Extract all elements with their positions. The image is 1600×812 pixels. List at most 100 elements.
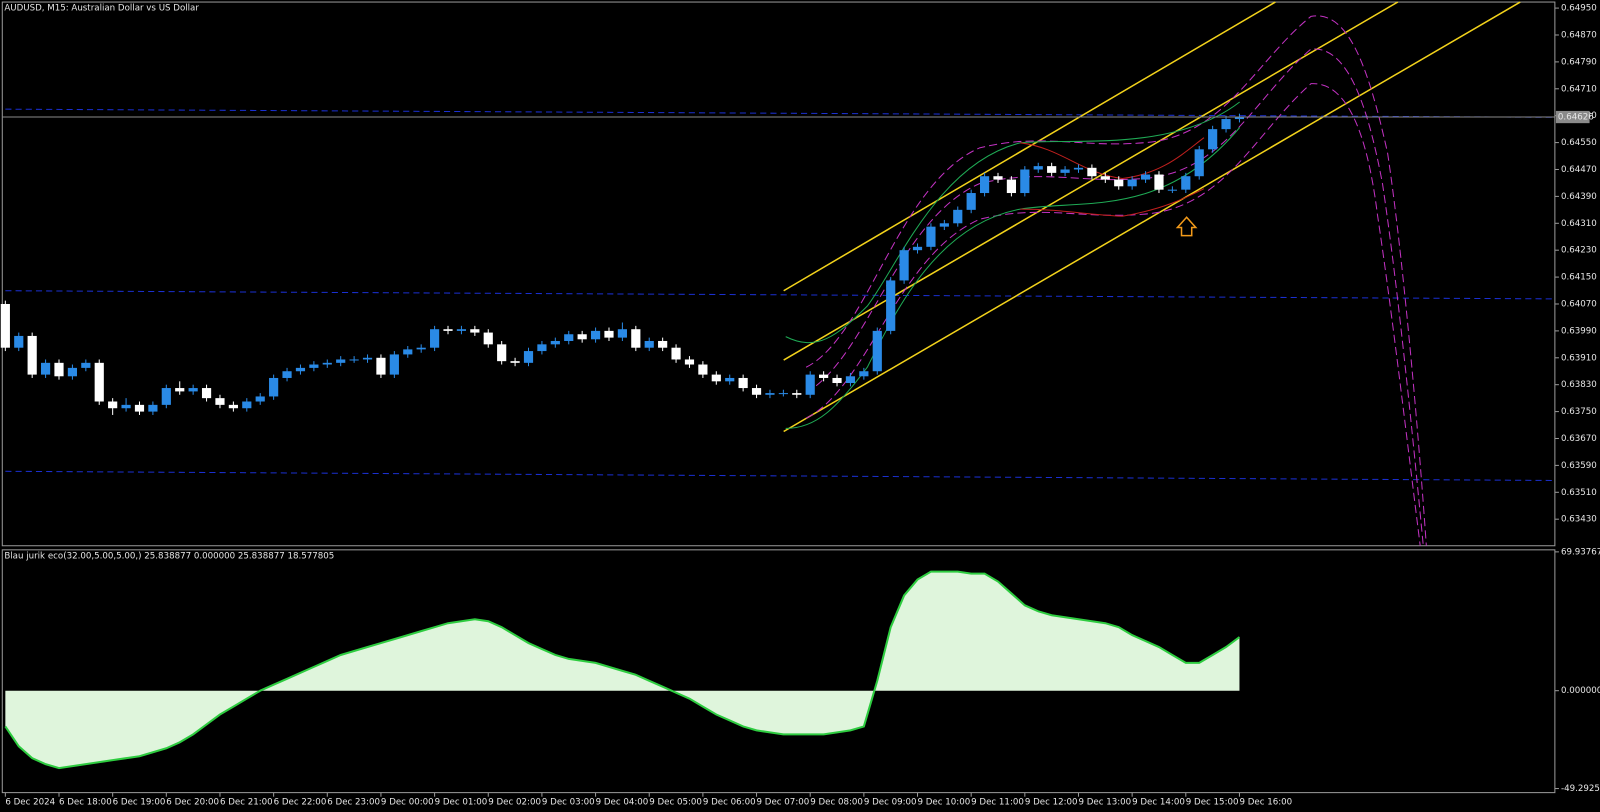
candle-body (40, 362, 51, 375)
y-tick-label: 0.64550 (1561, 138, 1597, 148)
x-tick-label: 9 Dec 00:00 (381, 797, 434, 807)
price-pane-frame (1, 1, 1556, 547)
candle-body (148, 404, 158, 412)
candle-body (188, 388, 198, 392)
candle-body (1060, 169, 1070, 173)
candle-body (295, 367, 306, 372)
candle-body (550, 340, 560, 345)
candle-body (242, 401, 252, 409)
x-tick-label: 9 Dec 10:00 (918, 797, 971, 807)
candle-body (483, 332, 493, 345)
candle-body (1194, 149, 1204, 177)
y-tick-label: 0.63590 (1561, 461, 1597, 471)
candle-body (725, 377, 735, 382)
indicator-title: Blau jurik eco(32.00,5.00,5.00,) 25.8388… (4, 551, 334, 561)
y-tick-label: 0.64390 (1561, 192, 1597, 202)
y-tick-label: 0.63830 (1561, 380, 1597, 390)
x-tick-label: 6 Dec 2024 (5, 797, 55, 807)
x-tick-label: 6 Dec 18:00 (59, 797, 112, 807)
candle-body (403, 349, 413, 355)
candle-body (751, 388, 762, 395)
candle-body (778, 393, 788, 395)
y-tick-label: 0.63670 (1561, 434, 1597, 444)
candle-body (564, 334, 574, 341)
candle-body (644, 340, 654, 348)
candle-body (617, 329, 627, 338)
candle-body (1100, 176, 1110, 180)
x-tick-label: 6 Dec 23:00 (327, 797, 380, 807)
y-tick-label: 0.64230 (1561, 246, 1597, 256)
x-tick-label: 6 Dec 22:00 (274, 797, 327, 807)
candle-body (872, 330, 882, 372)
candle-body (1114, 179, 1124, 187)
channel-line (783, 1, 1399, 361)
x-tick-label: 9 Dec 08:00 (810, 797, 863, 807)
candle-body (255, 396, 265, 402)
level-line (5, 290, 1555, 300)
candle-body (269, 377, 279, 397)
level-line (5, 470, 1555, 481)
candle-body (1221, 119, 1231, 130)
candle-body (1167, 189, 1177, 191)
x-tick-label: 6 Dec 21:00 (220, 797, 273, 807)
candle-body (54, 362, 64, 377)
candle-body (953, 209, 963, 224)
signal-arrow (1175, 216, 1198, 237)
candle-body (27, 335, 37, 375)
y-tick-label: 0.000000 (1561, 686, 1600, 696)
candle-body (470, 329, 480, 333)
y-tick-label: 0.64070 (1561, 299, 1597, 309)
candle-body (376, 357, 386, 375)
x-tick-label: 9 Dec 04:00 (596, 797, 649, 807)
x-tick-label: 9 Dec 12:00 (1025, 797, 1078, 807)
x-tick-label: 9 Dec 14:00 (1132, 797, 1185, 807)
candle-body (349, 359, 359, 361)
x-tick-label: 9 Dec 07:00 (757, 797, 810, 807)
y-tick-label: 0.64150 (1561, 273, 1597, 283)
candle-body (510, 361, 520, 363)
band-line (1020, 188, 1205, 217)
x-tick-label: 6 Dec 19:00 (113, 797, 166, 807)
candle-body (134, 404, 145, 412)
indicator-line (4, 570, 1241, 770)
candle-body (1020, 169, 1030, 194)
candle-body (993, 176, 1003, 180)
candle-body (966, 193, 976, 210)
y-tick-label: 0.64310 (1561, 219, 1597, 229)
y-tick-label: 0.63510 (1561, 488, 1597, 498)
candle-body (0, 303, 10, 348)
projection-curve (805, 15, 1427, 546)
band-line (785, 101, 1240, 344)
candle-body (309, 364, 319, 368)
candle-body (792, 393, 802, 395)
chart-title: AUDUSD, M15: Australian Dollar vs US Dol… (4, 4, 199, 14)
candle-body (1087, 167, 1097, 177)
candle-body (14, 335, 24, 348)
candle-body (658, 340, 668, 348)
candle-body (684, 359, 695, 365)
candle-body (282, 371, 292, 378)
x-tick-label: 6 Dec 20:00 (166, 797, 219, 807)
y-tick-label: 0.63430 (1561, 515, 1597, 525)
candle-body (175, 388, 185, 392)
y-tick-label: -49.292521 (1561, 784, 1600, 794)
y-tick-label: 0.64950 (1561, 4, 1597, 14)
candle-body (1234, 117, 1245, 120)
candle-body (805, 374, 815, 395)
candle-body (362, 357, 373, 360)
candle-body (845, 376, 856, 384)
x-tick-label: 9 Dec 13:00 (1078, 797, 1131, 807)
candle-body (631, 329, 641, 348)
channel-line (783, 1, 1276, 292)
candle-body (67, 367, 78, 377)
candle-body (859, 371, 869, 377)
candle-body (899, 250, 909, 281)
y-tick-label: 0.63750 (1561, 407, 1597, 417)
y-tick-label: 0.64870 (1561, 30, 1597, 40)
y-tick-label: 0.64790 (1561, 57, 1597, 67)
candle-body (979, 176, 990, 194)
candle-body (698, 364, 708, 375)
